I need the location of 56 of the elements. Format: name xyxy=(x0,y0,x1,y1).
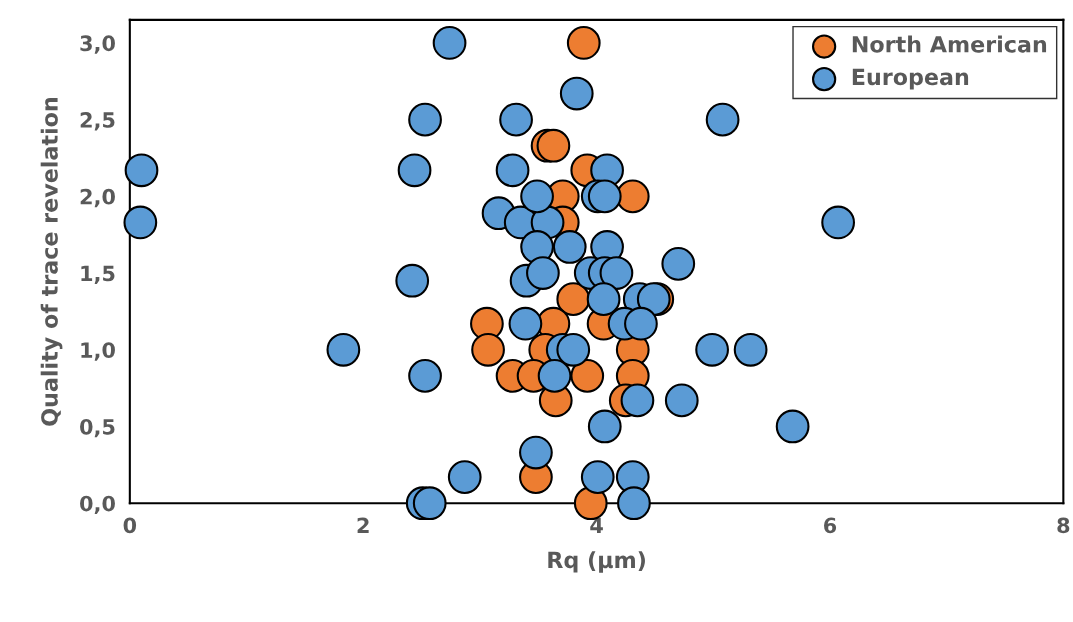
y-tick-label: 0,5 xyxy=(80,418,115,438)
y-axis-title: Quality of trace revelation xyxy=(40,98,63,426)
x-tick-label: 4 xyxy=(590,517,603,533)
point xyxy=(559,76,594,111)
point xyxy=(599,256,634,290)
x-tick-label: 8 xyxy=(1057,517,1070,534)
y-tick-label: 2,5 xyxy=(80,112,115,131)
point xyxy=(124,153,159,188)
y-tick-label: 3,0 xyxy=(80,35,115,54)
point xyxy=(556,332,591,367)
point xyxy=(580,460,615,494)
point xyxy=(733,332,768,367)
legend-label: North American xyxy=(852,35,1047,53)
point xyxy=(397,153,432,188)
point xyxy=(412,486,447,521)
point xyxy=(587,179,622,214)
point xyxy=(695,332,729,367)
y-tick-label: 0,0 xyxy=(80,495,115,515)
point xyxy=(566,26,601,60)
point xyxy=(495,153,530,188)
point xyxy=(520,179,554,214)
point xyxy=(408,102,442,137)
point xyxy=(587,409,622,444)
point xyxy=(617,486,651,521)
x-axis-title: Rq (µm) xyxy=(548,551,645,573)
point xyxy=(775,409,810,444)
point xyxy=(661,246,696,281)
y-tick-label: 2,0 xyxy=(80,188,115,208)
y-tick-label: 1,0 xyxy=(81,342,115,361)
point xyxy=(499,102,533,137)
legend-label: European xyxy=(852,68,969,90)
point xyxy=(705,102,740,137)
point xyxy=(586,282,621,317)
point xyxy=(526,256,560,290)
point xyxy=(408,358,442,393)
x-tick-label: 6 xyxy=(824,517,837,534)
x-tick-label: 2 xyxy=(357,517,369,533)
y-tick-label: 1,5 xyxy=(81,265,115,284)
point xyxy=(821,205,856,240)
point xyxy=(624,306,658,341)
point xyxy=(536,128,571,163)
point xyxy=(664,383,699,418)
point xyxy=(620,383,655,418)
point xyxy=(326,332,361,367)
point xyxy=(395,263,430,298)
point xyxy=(519,435,553,470)
point xyxy=(556,282,591,317)
point xyxy=(471,332,505,367)
point xyxy=(432,26,467,60)
x-tick-label: 0 xyxy=(123,517,137,534)
point xyxy=(447,460,482,494)
point xyxy=(552,230,587,264)
point xyxy=(508,306,543,341)
point xyxy=(123,205,158,240)
point xyxy=(570,358,605,393)
point xyxy=(537,358,572,393)
